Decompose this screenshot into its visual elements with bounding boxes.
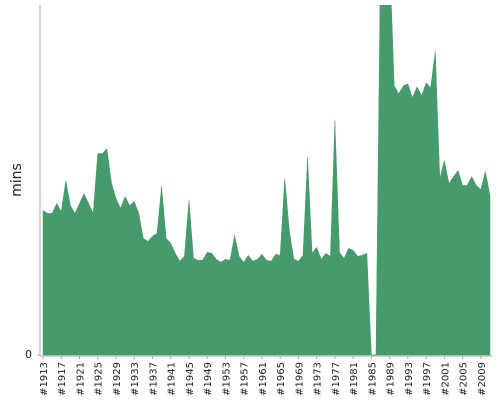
x-tick-label: #1969 [294, 362, 305, 396]
x-tick-label: #1913 [39, 362, 50, 396]
x-tick-label: #1997 [422, 362, 433, 396]
x-tick-label: #1945 [185, 362, 196, 396]
x-tick-label: #1993 [404, 362, 415, 396]
x-tick-label: #1957 [240, 362, 251, 396]
x-tick-label: #1989 [386, 362, 397, 396]
x-tick-label: #1925 [94, 362, 105, 396]
x-tick-label: #2005 [459, 362, 470, 396]
x-tick-label: #1981 [349, 362, 360, 396]
x-tick-label: #1917 [57, 362, 68, 396]
y-axis-label: mins [9, 163, 25, 197]
x-tick-label: #1985 [367, 362, 378, 396]
y-tick-label: 0 [25, 348, 32, 361]
x-tick-label: #1921 [75, 362, 86, 396]
x-tick-label: #1965 [276, 362, 287, 396]
x-tick-label: #1973 [313, 362, 324, 396]
x-tick-label: #1937 [148, 362, 159, 396]
x-tick-label: #1961 [258, 362, 269, 396]
x-tick-label: #1929 [112, 362, 123, 396]
plot-area [42, 5, 491, 356]
x-tick-label: #1941 [167, 362, 178, 396]
x-tick-label: #2001 [440, 362, 451, 396]
area [42, 5, 491, 356]
x-tick-label: #1949 [203, 362, 214, 396]
x-tick-label: #1953 [221, 362, 232, 396]
x-tick-label: #1933 [130, 362, 141, 396]
x-tick-label: #1977 [331, 362, 342, 396]
x-tick-label: #2009 [477, 362, 488, 396]
